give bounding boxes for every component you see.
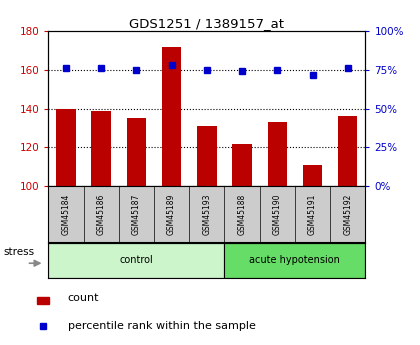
Text: control: control bbox=[120, 256, 153, 265]
Text: GSM45189: GSM45189 bbox=[167, 193, 176, 235]
Bar bbox=[268, 122, 287, 186]
Bar bbox=[197, 126, 217, 186]
Bar bbox=[56, 109, 76, 186]
Title: GDS1251 / 1389157_at: GDS1251 / 1389157_at bbox=[129, 17, 284, 30]
Text: GSM45190: GSM45190 bbox=[273, 193, 282, 235]
Text: percentile rank within the sample: percentile rank within the sample bbox=[68, 322, 256, 332]
Bar bbox=[232, 144, 252, 186]
Text: GSM45184: GSM45184 bbox=[61, 193, 71, 235]
Text: GSM45187: GSM45187 bbox=[132, 193, 141, 235]
Bar bbox=[162, 47, 181, 186]
Text: GSM45191: GSM45191 bbox=[308, 193, 317, 235]
Text: count: count bbox=[68, 293, 100, 303]
Bar bbox=[92, 111, 111, 186]
Bar bbox=[37, 297, 49, 304]
Bar bbox=[338, 117, 357, 186]
Bar bbox=[224, 243, 365, 278]
Text: GSM45188: GSM45188 bbox=[238, 193, 247, 235]
Text: acute hypotension: acute hypotension bbox=[249, 256, 340, 265]
Bar bbox=[303, 165, 322, 186]
Bar bbox=[48, 243, 224, 278]
Text: stress: stress bbox=[4, 247, 35, 257]
Text: GSM45192: GSM45192 bbox=[343, 193, 352, 235]
Text: GSM45193: GSM45193 bbox=[202, 193, 211, 235]
Bar bbox=[127, 118, 146, 186]
Text: GSM45186: GSM45186 bbox=[97, 193, 106, 235]
